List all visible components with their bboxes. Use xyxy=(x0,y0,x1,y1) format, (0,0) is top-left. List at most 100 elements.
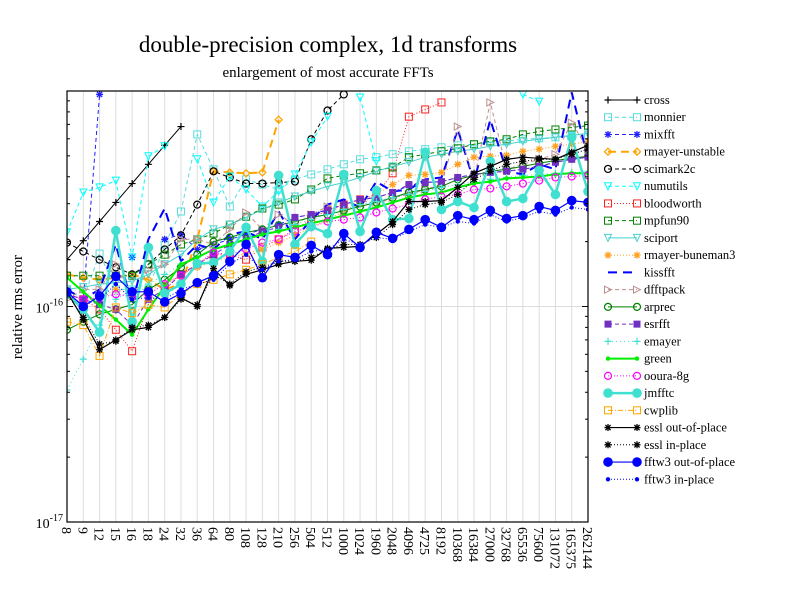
data-point-fftw3-in-place xyxy=(439,225,444,230)
legend-marker xyxy=(632,302,642,311)
data-point-sciport xyxy=(502,140,511,149)
data-point-bloodworth xyxy=(404,112,413,121)
data-point-fftw3-out-of-place xyxy=(566,195,577,206)
data-point-cwplib xyxy=(128,309,137,318)
legend-marker xyxy=(632,457,642,467)
data-point-jmfftc xyxy=(257,256,268,267)
data-point-bloodworth xyxy=(128,347,137,356)
legend-label: sciport xyxy=(644,231,679,245)
data-point-sciport xyxy=(453,147,463,156)
data-point-jmfftc xyxy=(208,257,219,268)
data-point-rmayer-buneman3 xyxy=(470,153,478,161)
data-point-green xyxy=(390,200,395,205)
series-line-esrfft xyxy=(67,156,588,326)
data-point-jmfftc xyxy=(436,204,447,215)
data-point-fftw3-in-place xyxy=(406,229,412,234)
data-point-fftw3-in-place xyxy=(504,219,509,224)
series-line-rmayer-unstable xyxy=(67,119,280,291)
data-point-esrfft xyxy=(503,167,511,175)
data-point-rmayer-unstable xyxy=(274,115,284,125)
x-tick-label: 16384 xyxy=(465,527,480,562)
data-point-dfftpack xyxy=(486,98,495,107)
grid xyxy=(67,91,588,522)
x-tick-label: 16 xyxy=(123,527,138,541)
data-point-sciport xyxy=(469,145,479,154)
data-point-cwplib xyxy=(67,317,71,326)
x-tick-label: 8192 xyxy=(432,527,447,555)
data-point-essl-in-place xyxy=(486,167,494,175)
series-fftw3-in-place xyxy=(67,205,588,307)
data-point-mpfun90 xyxy=(486,137,495,146)
x-tick-label: 27000 xyxy=(481,527,496,562)
data-point-esrfft xyxy=(421,179,429,187)
data-point-bloodworth xyxy=(111,325,120,334)
data-point-esrfft xyxy=(210,251,218,259)
legend-label: fftw3 out-of-place xyxy=(644,455,736,469)
data-point-rmayer-buneman3 xyxy=(437,168,445,176)
data-point-essl-in-place xyxy=(519,157,527,165)
legend-label: bloodworth xyxy=(644,196,702,210)
legend-marker xyxy=(603,457,613,467)
legend-label: rmayer-buneman3 xyxy=(644,248,735,262)
data-point-numutils xyxy=(258,202,267,212)
data-point-emayer xyxy=(437,183,445,191)
legend-label: jmfftc xyxy=(643,386,675,400)
data-point-monnier xyxy=(176,207,185,216)
legend-item-fftw3-out-of-place: fftw3 out-of-place xyxy=(603,455,736,469)
legend-label: essl in-place xyxy=(644,438,707,452)
data-point-fftw3-in-place xyxy=(553,212,558,217)
data-point-essl-in-place xyxy=(503,160,511,168)
data-point-fftw3-in-place xyxy=(113,281,119,287)
data-point-monnier xyxy=(404,147,413,156)
data-point-essl-out-of-place xyxy=(486,162,494,170)
data-point-emayer xyxy=(584,167,588,175)
data-point-fftw3-out-of-place xyxy=(338,228,349,239)
data-point-dfftpack xyxy=(242,208,251,217)
y-tick-base: 10 xyxy=(36,517,50,532)
data-point-jmfftc xyxy=(420,147,430,158)
series-fftw3-out-of-place xyxy=(67,195,588,312)
data-point-fftw3-in-place xyxy=(341,237,346,242)
data-point-essl-out-of-place xyxy=(210,265,218,273)
x-tick-label: 65536 xyxy=(514,527,529,562)
data-point-rmayer-buneman3 xyxy=(258,245,266,253)
legend-label: cross xyxy=(644,93,670,107)
data-point-dfftpack xyxy=(225,225,235,234)
data-point-sciport xyxy=(486,142,495,151)
data-point-emayer xyxy=(112,295,120,303)
data-point-fftw3-in-place xyxy=(292,257,298,262)
data-point-mpfun90 xyxy=(502,135,511,144)
x-tick-label: 131072 xyxy=(546,527,561,569)
data-point-green xyxy=(357,209,363,214)
legend-marker xyxy=(604,320,612,328)
data-point-mpfun90 xyxy=(79,271,88,280)
data-point-fftw3-in-place xyxy=(374,235,379,240)
data-point-essl-out-of-place xyxy=(405,198,413,206)
data-point-rmayer-buneman3 xyxy=(454,160,462,168)
legend-item-essl-out-of-place: essl out-of-place xyxy=(604,421,727,435)
legend-label: cwplib xyxy=(644,403,678,417)
series-numutils xyxy=(67,91,544,263)
legend-marker xyxy=(633,406,641,415)
legend-marker xyxy=(633,113,641,122)
data-point-arprec xyxy=(67,325,72,334)
data-point-jmfftc xyxy=(469,202,479,213)
data-point-essl-out-of-place xyxy=(96,346,104,354)
legend-label: rmayer-unstable xyxy=(644,145,725,159)
data-point-jmfftc xyxy=(241,222,251,233)
data-point-green xyxy=(113,317,119,322)
series-green xyxy=(67,171,588,337)
data-point-jmfftc xyxy=(534,165,544,176)
data-point-monnier xyxy=(307,170,316,179)
legend-marker xyxy=(633,251,641,259)
x-tick-label: 210 xyxy=(270,527,285,548)
data-point-dfftpack xyxy=(567,118,577,127)
data-point-jmfftc xyxy=(371,185,382,196)
data-point-jmfftc xyxy=(290,239,300,250)
x-tick-label: 32768 xyxy=(498,527,513,562)
legend-label: fftw3 in-place xyxy=(644,472,715,486)
data-point-rmayer-buneman3 xyxy=(519,147,527,155)
x-tick-label: 108 xyxy=(237,527,252,548)
data-point-numutils xyxy=(518,91,527,100)
data-point-fftw3-in-place xyxy=(455,219,460,224)
